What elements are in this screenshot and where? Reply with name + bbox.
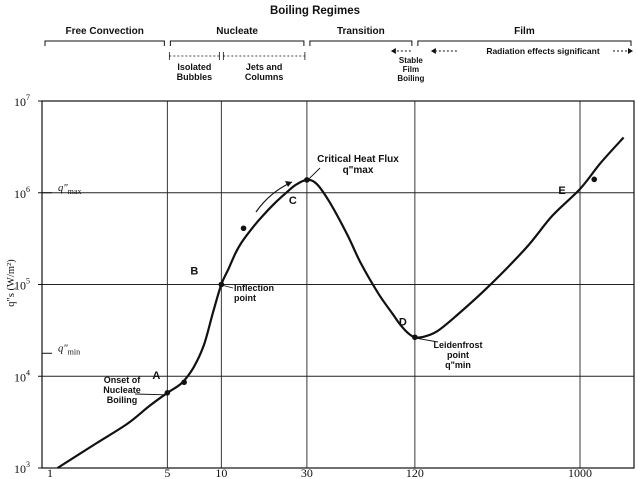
- curve-dot: [412, 334, 418, 341]
- arrow-right-icon: [628, 48, 633, 54]
- sub-regime-label: Jets and: [246, 62, 283, 72]
- annotation-onset: Boiling: [107, 395, 138, 405]
- regime-bracket: [44, 40, 165, 46]
- annotation-onset: Onset of: [104, 375, 142, 385]
- point-label-d: D: [399, 316, 407, 328]
- sub-regime-label: Stable: [399, 56, 424, 65]
- sub-regime-label: Radiation effects significant: [486, 46, 600, 56]
- y-axis-label: q"s (W/m²): [6, 259, 17, 307]
- regime-header: Free Convection Nucleate Transition Film Iso…: [44, 26, 633, 83]
- regime-label: Transition: [337, 26, 385, 37]
- point-label-c: C: [289, 195, 297, 207]
- x-tick-label: 10: [215, 466, 227, 479]
- sub-regime-label: Isolated: [177, 62, 211, 72]
- annotation-inflection: Inflection: [234, 283, 274, 293]
- x-tick-label: 1000: [568, 466, 592, 479]
- annotation-inflection: point: [234, 293, 256, 303]
- x-tick-label: 1: [47, 466, 53, 479]
- annotations: Onset ofNucleateBoilingInflectionpointCr…: [103, 154, 482, 405]
- point-label-b: B: [190, 266, 198, 278]
- y-tick-label: 103: [14, 460, 30, 476]
- annotation-leader: [308, 167, 321, 180]
- x-tick-label: 120: [406, 466, 424, 479]
- point-label-e: E: [558, 185, 565, 197]
- y-axis-ticks: 103 104 105 106 107: [14, 93, 42, 476]
- annotation-leidenfrost: q"min: [445, 360, 471, 370]
- regime-bracket: [169, 40, 305, 46]
- annotation-leidenfrost: point: [447, 350, 469, 360]
- regime-bracket: [309, 40, 413, 46]
- arrow-head-icon: [285, 181, 292, 187]
- regime-bracket: [417, 40, 632, 46]
- regime-label: Film: [514, 26, 535, 37]
- curve-dot: [304, 177, 310, 183]
- point-label-a: A: [152, 370, 160, 382]
- curve-markers: [164, 176, 598, 396]
- sub-regime-label: Bubbles: [177, 72, 213, 82]
- sub-regime-label: Columns: [245, 72, 284, 82]
- labeled-points: A B C D E: [152, 185, 565, 382]
- boiling-curve-series: [56, 136, 625, 469]
- chart-title: Boiling Regimes: [270, 5, 360, 17]
- x-tick-label: 5: [164, 466, 170, 479]
- annotation-onset: Nucleate: [103, 385, 141, 395]
- annotation-chf: q"max: [343, 165, 374, 176]
- sub-regime-label: Film: [403, 65, 419, 74]
- sub-regime-label: Boiling: [397, 74, 424, 83]
- curve-dot: [181, 379, 187, 386]
- curve-dot: [164, 390, 171, 396]
- curve-dot: [591, 176, 598, 183]
- annotation-leader: [223, 285, 234, 289]
- x-tick-label: 30: [301, 466, 313, 479]
- y-marker-label: q"max: [58, 183, 81, 196]
- curve-direction-arrow: [255, 181, 293, 213]
- y-tick-label: 107: [14, 93, 30, 109]
- regime-label: Free Convection: [65, 26, 143, 37]
- annotation-leader: [134, 393, 166, 396]
- annotation-chf: Critical Heat Flux: [317, 154, 399, 165]
- y-tick-label: 104: [14, 368, 30, 384]
- annotation-leader: [416, 337, 439, 343]
- y-tick-label: 105: [14, 277, 30, 293]
- y-marker-label: q"min: [58, 343, 80, 356]
- curve-dot: [240, 225, 247, 232]
- curve-dot: [218, 281, 225, 288]
- arrow-left-icon: [430, 48, 436, 54]
- regime-label: Nucleate: [216, 26, 258, 37]
- arrow-left-icon: [390, 48, 396, 54]
- y-tick-label: 106: [14, 185, 30, 201]
- annotation-leidenfrost: Leidenfrost: [433, 340, 482, 350]
- y-markers: q"max q"min: [42, 183, 81, 356]
- x-axis-ticks: 1 5 10 30 120 1000: [47, 466, 592, 479]
